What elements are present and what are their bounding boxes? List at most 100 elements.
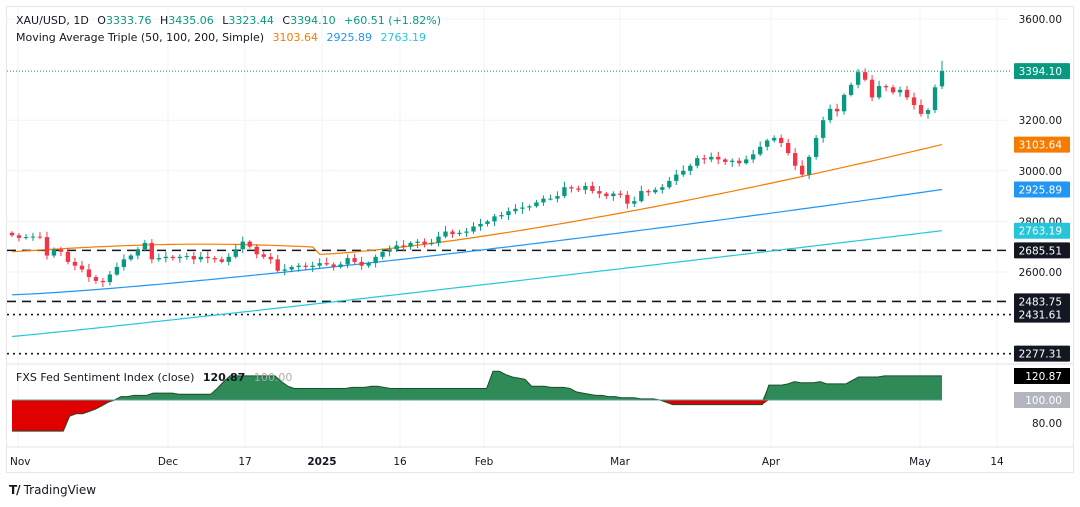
candle-body: [730, 160, 735, 162]
candle: [317, 258, 322, 269]
candle: [534, 199, 539, 208]
candle: [177, 254, 182, 263]
candle: [226, 253, 231, 266]
candle-body: [338, 264, 343, 267]
ma50-value: 3103.64: [272, 31, 319, 44]
time-tick-label: 2025: [307, 456, 336, 468]
candle-body: [765, 140, 770, 147]
candle: [121, 254, 127, 271]
candle-body: [834, 108, 840, 112]
candle-body: [401, 245, 406, 247]
candle: [855, 69, 861, 89]
candle-body: [939, 71, 945, 87]
candle: [576, 185, 581, 193]
candle: [240, 236, 245, 254]
candle: [51, 247, 57, 258]
candle-body: [156, 258, 162, 260]
price-tag: 3103.64: [1014, 136, 1070, 153]
candle: [695, 155, 700, 169]
candle-body: [820, 120, 826, 138]
candle-body: [513, 208, 518, 212]
candle-body: [331, 264, 336, 267]
candle-body: [904, 89, 910, 98]
sentiment-tag-bg: [1014, 392, 1070, 408]
ohlc-legend: XAU/USD, 1D O3333.76 H3435.06 L3323.44 C…: [16, 14, 446, 27]
sentiment-negative-area: [12, 400, 942, 432]
candle: [142, 239, 148, 252]
time-tick-label: May: [909, 456, 931, 468]
candle-body: [205, 256, 210, 259]
candle: [772, 135, 777, 143]
price-tag-label: 3103.64: [1019, 140, 1063, 152]
price-tag: 2763.19: [1014, 222, 1070, 239]
ma200-line: [11, 230, 943, 338]
candle: [897, 86, 903, 97]
candle-body: [121, 259, 127, 267]
candle-body: [93, 277, 99, 281]
candle-body: [23, 237, 29, 239]
candle-body: [429, 242, 434, 245]
candle-body: [9, 232, 15, 236]
time-tick-label: Dec: [158, 456, 179, 468]
candle-body: [841, 94, 847, 112]
candle-body: [548, 198, 553, 200]
candle-body: [254, 246, 259, 255]
tradingview-brand[interactable]: T/ TradingView: [9, 483, 96, 497]
candle-body: [261, 254, 266, 257]
low-value: L3323.44: [222, 14, 274, 27]
candle: [569, 185, 574, 193]
candle: [639, 185, 644, 203]
candle: [799, 160, 805, 178]
candle-body: [184, 256, 189, 258]
price-tag-label: 2763.19: [1019, 226, 1062, 238]
candle: [268, 253, 273, 264]
candle: [932, 84, 938, 114]
candle-body: [583, 185, 588, 190]
candle: [401, 240, 406, 252]
candle-body: [86, 269, 92, 278]
candle: [296, 263, 301, 272]
candle: [792, 148, 798, 171]
candle: [219, 256, 224, 264]
candle: [247, 240, 252, 249]
candle-body: [625, 194, 630, 204]
ma50-line: [11, 144, 943, 255]
candle: [751, 149, 756, 163]
candle-body: [806, 156, 812, 175]
candle-body: [695, 158, 700, 166]
sentiment-tick-label: 80.00: [1032, 418, 1062, 430]
candle: [100, 278, 106, 288]
candle-body: [471, 226, 476, 232]
candle: [16, 233, 22, 242]
candle-body: [324, 263, 329, 265]
candle: [904, 85, 910, 100]
candle-body: [632, 201, 637, 204]
candle-body: [883, 86, 889, 88]
candle-body: [667, 180, 672, 188]
time-tick-label: 17: [238, 456, 251, 468]
open-value: O3333.76: [97, 14, 152, 27]
candle-body: [408, 242, 413, 247]
candle-body: [653, 189, 658, 193]
candle-body: [555, 196, 560, 199]
time-tick-label: 14: [990, 456, 1004, 468]
candle-body: [590, 185, 595, 192]
candle-body: [681, 170, 686, 175]
candle: [422, 238, 427, 248]
sentiment-tag: 120.87: [1014, 367, 1070, 384]
price-tick-label: 2600.00: [1019, 267, 1062, 279]
candle: [72, 257, 78, 271]
candle-body: [387, 249, 392, 252]
candle: [114, 262, 120, 277]
candle: [485, 219, 490, 227]
candle-body: [855, 72, 861, 85]
candle-body: [827, 108, 833, 121]
candle-body: [289, 266, 294, 270]
candle: [618, 190, 623, 198]
candle: [597, 185, 602, 199]
candle: [744, 155, 749, 165]
candle-body: [191, 256, 196, 260]
candle-body: [436, 236, 441, 243]
candle: [366, 261, 371, 268]
